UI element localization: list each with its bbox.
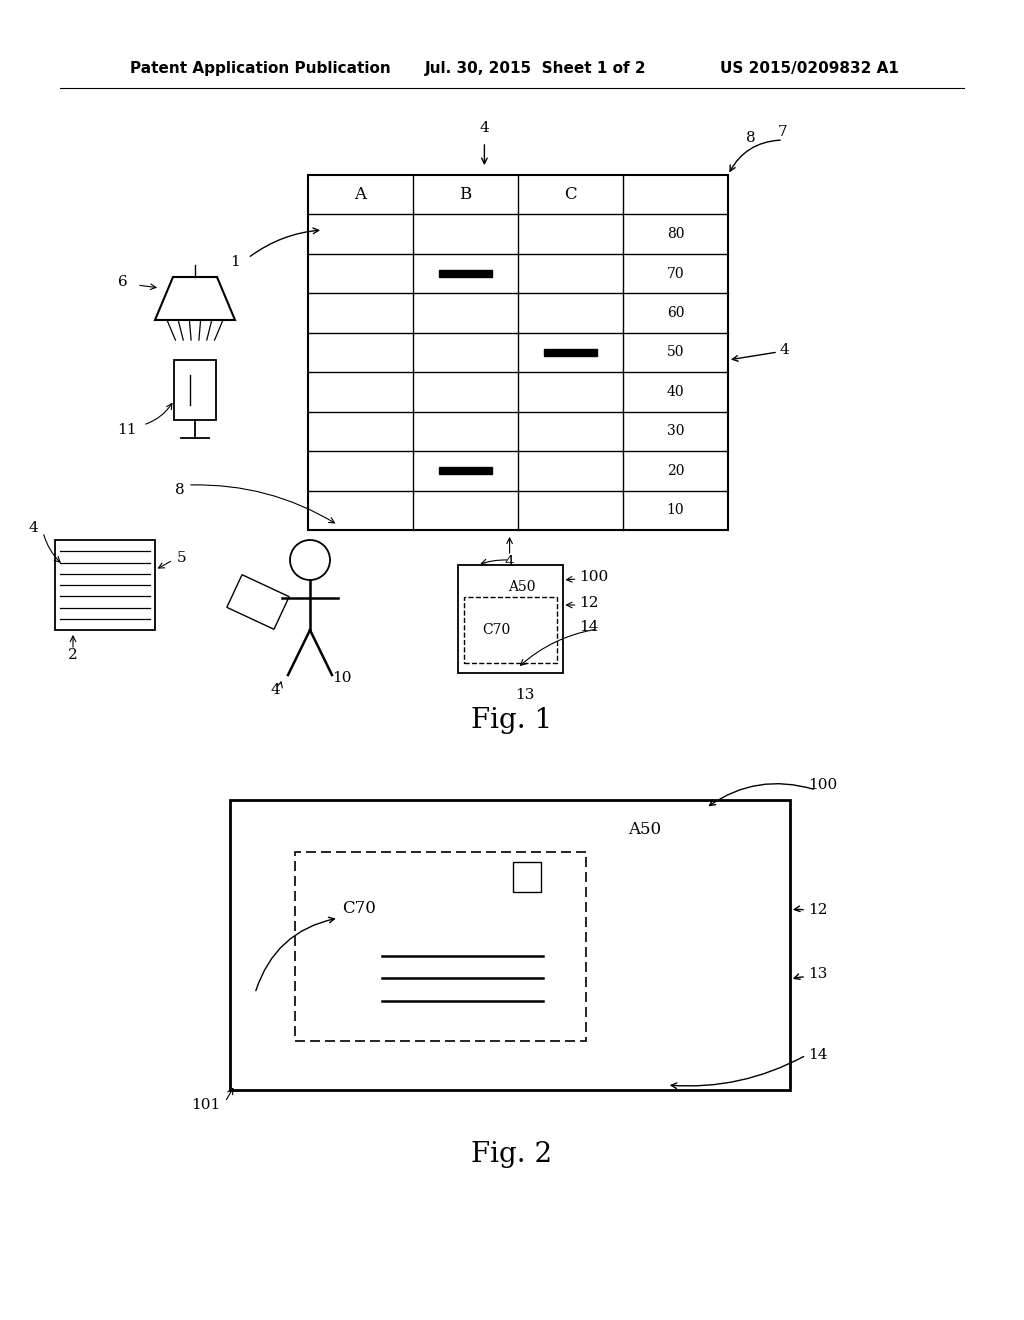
Text: 4: 4 [505, 554, 514, 569]
Text: 70: 70 [667, 267, 684, 281]
Text: A: A [354, 186, 367, 203]
Text: 50: 50 [667, 346, 684, 359]
Text: 80: 80 [667, 227, 684, 242]
Text: 8: 8 [175, 483, 184, 498]
Text: 100: 100 [808, 777, 838, 792]
Text: 8: 8 [746, 131, 756, 145]
Bar [439, 467, 492, 474]
Text: 14: 14 [580, 620, 599, 634]
Text: 5: 5 [177, 550, 186, 565]
Text: 40: 40 [667, 385, 684, 399]
Text: 4: 4 [28, 521, 38, 535]
Text: 6: 6 [118, 275, 128, 289]
Bar [464, 597, 556, 663]
Text: 7: 7 [778, 125, 787, 139]
Text: 101: 101 [190, 1098, 220, 1111]
Text: 10: 10 [667, 503, 684, 517]
Text: 30: 30 [667, 425, 684, 438]
Text: 13: 13 [515, 688, 535, 702]
Bar [230, 800, 790, 1090]
Text: C70: C70 [342, 900, 376, 917]
Text: 4: 4 [780, 343, 790, 356]
Bar [544, 348, 597, 356]
Text: 4: 4 [479, 121, 489, 135]
Bar [295, 851, 586, 1040]
Bar [458, 565, 562, 673]
Bar [439, 271, 492, 277]
Text: 13: 13 [808, 968, 827, 981]
Text: B: B [460, 186, 472, 203]
Text: Fig. 1: Fig. 1 [471, 706, 553, 734]
Text: Fig. 2: Fig. 2 [471, 1142, 553, 1168]
Bar [227, 574, 289, 630]
Text: 2: 2 [69, 648, 78, 663]
Bar [174, 360, 216, 420]
Text: Patent Application Publication: Patent Application Publication [130, 61, 391, 75]
Text: A50: A50 [628, 821, 660, 838]
Text: 12: 12 [580, 597, 599, 610]
Text: 1: 1 [230, 255, 240, 269]
Text: C70: C70 [482, 623, 510, 638]
Text: 100: 100 [580, 570, 608, 583]
Text: 10: 10 [332, 671, 351, 685]
Text: 60: 60 [667, 306, 684, 319]
Text: 14: 14 [808, 1048, 827, 1063]
Text: 20: 20 [667, 463, 684, 478]
Text: C: C [564, 186, 577, 203]
Bar [308, 176, 728, 531]
Text: 11: 11 [118, 422, 137, 437]
Text: US 2015/0209832 A1: US 2015/0209832 A1 [720, 61, 899, 75]
Bar [513, 862, 542, 892]
Text: 12: 12 [808, 903, 827, 917]
Bar [55, 540, 155, 630]
Text: 4: 4 [270, 682, 280, 697]
Text: Jul. 30, 2015  Sheet 1 of 2: Jul. 30, 2015 Sheet 1 of 2 [425, 61, 646, 75]
Text: A50: A50 [508, 579, 536, 594]
